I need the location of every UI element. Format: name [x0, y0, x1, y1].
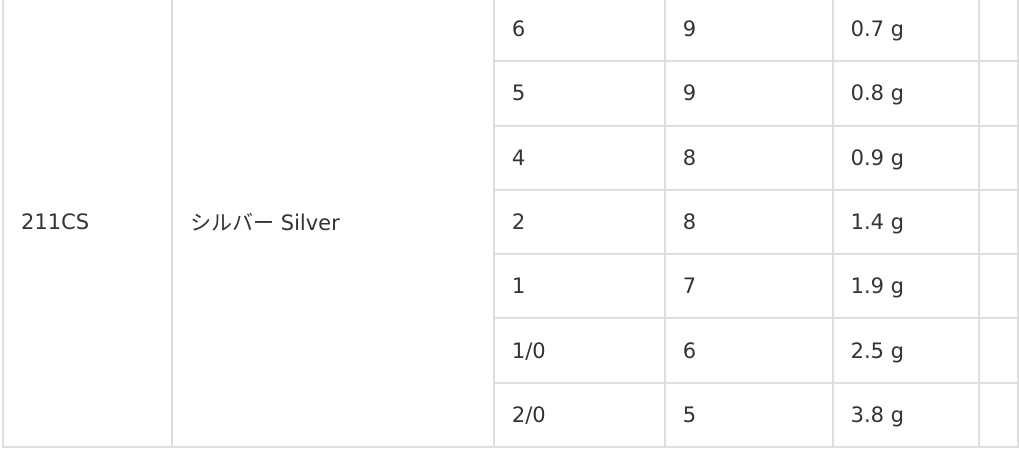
size-cell: 5	[492, 60, 666, 127]
weight-cell: 1.9 g	[831, 253, 981, 320]
quantity-cell: 6	[663, 317, 834, 384]
size-cell: 2/0	[492, 381, 666, 449]
quantity-cell: 7	[663, 253, 834, 320]
extra-cell	[978, 381, 1019, 449]
extra-cell	[978, 0, 1019, 63]
extra-cell	[978, 124, 1019, 191]
weight-cell: 2.5 g	[831, 317, 981, 384]
weight-cell: 3.8 g	[831, 381, 981, 449]
weight-cell: 0.9 g	[831, 124, 981, 191]
size-cell: 2	[492, 188, 666, 256]
size-cell: 1	[492, 253, 666, 320]
table-row: 211CS シルバー Silver 6 9 0.7 g	[1, 0, 1019, 449]
quantity-cell: 5	[663, 381, 834, 449]
weight-cell: 0.8 g	[831, 60, 981, 127]
quantity-cell: 9	[663, 0, 834, 63]
table-row: 1 7 1.9 g	[3, 253, 1019, 320]
weight-cell: 0.7 g	[831, 0, 981, 63]
extra-cell	[978, 60, 1019, 127]
size-cell: 6	[492, 0, 666, 63]
table-row: 1/0 6 2.5 g	[3, 317, 1019, 384]
table-row: 4 8 0.9 g	[3, 124, 1019, 191]
quantity-cell: 8	[663, 124, 834, 191]
size-cell: 1/0	[492, 317, 666, 384]
quantity-cell: 9	[663, 60, 834, 127]
size-cell: 4	[492, 124, 666, 191]
quantity-cell: 8	[663, 188, 834, 256]
extra-cell	[978, 253, 1019, 320]
model-cell: 211CS	[1, 0, 174, 449]
weight-cell: 1.4 g	[831, 188, 981, 256]
color-cell: シルバー Silver	[171, 0, 495, 449]
table-row: 5 9 0.8 g	[3, 60, 1019, 127]
table-row: 2 8 1.4 g	[3, 188, 1019, 256]
extra-cell	[978, 188, 1019, 256]
table-row: 2/0 5 3.8 g	[3, 381, 1019, 449]
extra-cell	[978, 317, 1019, 384]
